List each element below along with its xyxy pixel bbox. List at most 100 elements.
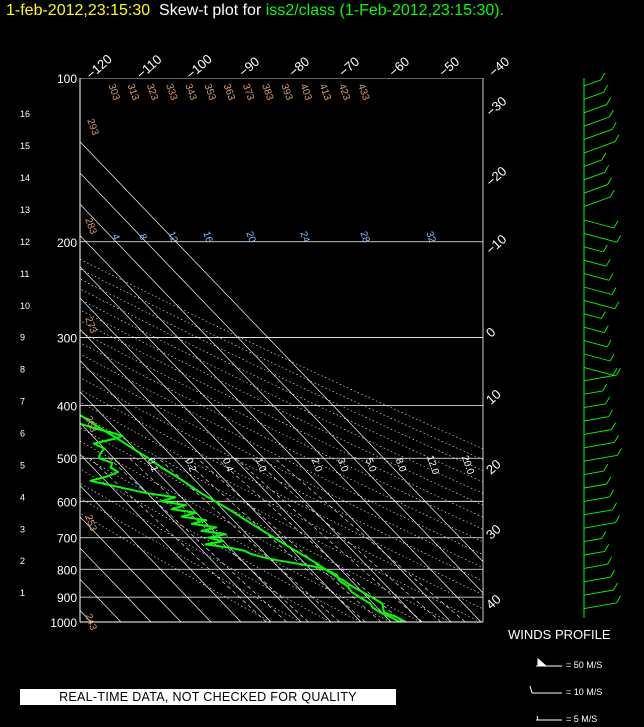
top-temp-label: −80 <box>286 54 312 80</box>
mixing-ratio-upper-label: 16 <box>200 230 214 245</box>
mixing-ratio-upper-label: 4 <box>109 233 121 242</box>
mixing-ratio-lower-label: 0.4 <box>220 457 235 474</box>
dry-adiabat <box>80 331 483 530</box>
right-temp-label: −20 <box>483 163 509 189</box>
legend-half-barb-symbol <box>536 715 562 721</box>
height-km-label: 8 <box>20 365 25 375</box>
right-temp-label: 30 <box>483 521 504 542</box>
dry-adiabat <box>80 389 483 596</box>
wind-barb <box>583 196 611 208</box>
theta-label: 263 <box>82 414 98 434</box>
wind-barb <box>583 483 607 489</box>
theta-label: 273 <box>82 315 98 335</box>
theta-label: 283 <box>82 216 98 236</box>
mixing-ratio-upper-label: 8 <box>136 233 148 242</box>
height-km-label: 9 <box>20 333 25 343</box>
wind-barb <box>583 326 605 334</box>
wind-barb-flag <box>610 569 615 578</box>
top-temp-label: −110 <box>133 52 164 82</box>
wind-barb-flag <box>609 109 614 118</box>
wind-barb <box>583 159 603 167</box>
height-km-label: 5 <box>20 460 25 470</box>
pressure-tick-label: 900 <box>57 591 77 605</box>
dewpoint-trace <box>80 422 401 622</box>
wind-barb-flag <box>606 476 612 485</box>
mixing-ratio-line <box>158 457 340 622</box>
wind-barb-flag <box>601 152 607 161</box>
dry-adiabat <box>80 365 483 569</box>
isotherm-line <box>80 360 332 622</box>
right-temp-label: 10 <box>483 386 504 407</box>
pressure-tick-label: 400 <box>57 400 77 414</box>
wind-barb <box>583 353 611 362</box>
pressure-tick-label: 700 <box>57 532 77 546</box>
winds-profile-title: WINDS PROFILE <box>508 627 611 642</box>
mixing-ratio-line <box>89 457 267 622</box>
pressure-tick-label: 100 <box>57 72 77 86</box>
wind-barb-flag <box>606 97 611 105</box>
wind-barb-flag <box>604 544 610 552</box>
right-temp-label: 20 <box>483 456 504 477</box>
pressure-tick-label: 300 <box>57 332 77 346</box>
mixing-ratio-upper-label: 24 <box>297 230 311 245</box>
wind-barb-flag <box>601 311 606 319</box>
top-temp-label: −60 <box>386 54 412 80</box>
height-km-label: 3 <box>20 524 25 534</box>
theta-label: 393 <box>278 82 294 102</box>
mixing-ratio-upper-label: 32 <box>423 230 437 245</box>
wind-barb <box>583 299 616 310</box>
wind-barb <box>583 522 616 529</box>
theta-label: 413 <box>317 82 333 102</box>
dry-adiabat <box>80 278 483 472</box>
mixing-ratio-line <box>108 457 287 622</box>
wind-barb-flag <box>607 556 612 565</box>
pressure-tick-label: 500 <box>57 452 77 466</box>
legend-50ms: = 50 M/S <box>566 660 603 670</box>
isotherm-line <box>80 328 362 622</box>
dry-adiabat <box>80 342 483 543</box>
wind-barb <box>583 429 612 435</box>
wind-barb <box>583 454 618 462</box>
right-temp-label: −30 <box>483 93 509 119</box>
mixing-ratio-lower-label: 12.0 <box>424 454 441 476</box>
wind-barb <box>583 232 617 243</box>
mixing-ratio-lower-label: 20.0 <box>459 454 476 476</box>
top-temp-label: −70 <box>336 54 362 80</box>
theta-label: 313 <box>125 82 141 102</box>
wind-barb-flag <box>608 409 613 417</box>
wind-barb <box>583 470 604 476</box>
dry-adiabat <box>80 482 331 622</box>
wind-barb-flag <box>602 244 608 253</box>
mixing-ratio-lower-label: 8.0 <box>393 457 408 474</box>
isotherm-line <box>80 266 422 622</box>
wind-barb-flag <box>614 435 619 443</box>
wind-barb-flag <box>611 422 616 430</box>
wind-barb <box>583 390 603 395</box>
height-km-label: 7 <box>20 397 25 407</box>
mixing-ratio-line <box>252 457 442 622</box>
top-temp-label: −40 <box>486 54 512 80</box>
mixing-ratio-lower-label: 0.1 <box>145 457 160 474</box>
wind-barb-flag <box>609 353 615 362</box>
wind-barb-flag <box>602 383 608 392</box>
theta-label: 333 <box>163 82 179 102</box>
wind-barb <box>583 550 605 556</box>
wind-barb-flag <box>612 502 617 511</box>
theta-label: 303 <box>106 82 122 102</box>
dry-adiabat <box>80 512 271 622</box>
height-km-label: 10 <box>20 301 30 311</box>
theta-label: 343 <box>182 82 198 102</box>
quality-disclaimer: REAL-TIME DATA, NOT CHECKED FOR QUALITY <box>20 689 396 705</box>
legend-5ms: = 5 M/S <box>566 714 598 724</box>
theta-label: 363 <box>221 82 237 102</box>
wind-barb <box>583 340 608 348</box>
wind-barb <box>583 259 607 267</box>
wind-barb <box>583 416 609 422</box>
theta-label: 423 <box>336 82 352 102</box>
mixing-ratio-lower-label: 0.2 <box>183 457 198 474</box>
wind-barb-flag <box>603 84 609 93</box>
dry-adiabat <box>80 309 483 506</box>
theta-label: 433 <box>355 82 371 102</box>
height-km-label: 11 <box>20 269 29 279</box>
